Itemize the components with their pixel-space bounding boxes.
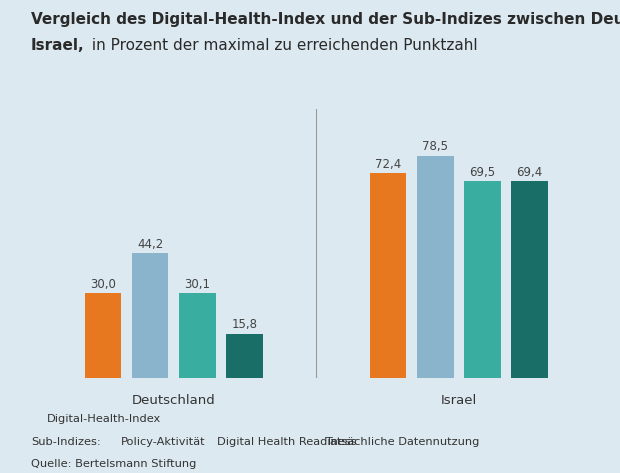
Text: Policy-Aktivität: Policy-Aktivität bbox=[120, 437, 205, 447]
Text: Israel,: Israel, bbox=[31, 38, 84, 53]
Bar bbox=[464, 181, 501, 378]
Text: 44,2: 44,2 bbox=[137, 238, 163, 251]
Text: 30,0: 30,0 bbox=[90, 278, 116, 291]
Text: Deutschland: Deutschland bbox=[131, 394, 216, 407]
Text: Digital-Health-Index: Digital-Health-Index bbox=[47, 413, 161, 424]
Bar bbox=[370, 173, 407, 378]
Text: Israel: Israel bbox=[441, 394, 477, 407]
Bar bbox=[417, 156, 454, 378]
Text: 15,8: 15,8 bbox=[231, 318, 257, 331]
Text: 69,4: 69,4 bbox=[516, 166, 542, 179]
Text: Digital Health Readiness: Digital Health Readiness bbox=[217, 437, 356, 447]
Bar bbox=[226, 333, 263, 378]
Text: Sub-Indizes:: Sub-Indizes: bbox=[31, 437, 100, 447]
Bar bbox=[131, 253, 169, 378]
Text: 30,1: 30,1 bbox=[184, 278, 210, 291]
Text: 72,4: 72,4 bbox=[375, 158, 401, 171]
Text: Tatsächliche Datennutzung: Tatsächliche Datennutzung bbox=[325, 437, 479, 447]
Text: 78,5: 78,5 bbox=[422, 140, 448, 153]
Bar bbox=[179, 293, 216, 378]
Bar bbox=[511, 182, 548, 378]
Text: Vergleich des Digital-Health-Index und der Sub-Indizes zwischen Deutschland und: Vergleich des Digital-Health-Index und d… bbox=[31, 12, 620, 27]
Bar bbox=[84, 293, 122, 378]
Text: 69,5: 69,5 bbox=[469, 166, 495, 179]
Text: in Prozent der maximal zu erreichenden Punktzahl: in Prozent der maximal zu erreichenden P… bbox=[87, 38, 478, 53]
Text: Quelle: Bertelsmann Stiftung: Quelle: Bertelsmann Stiftung bbox=[31, 459, 197, 470]
